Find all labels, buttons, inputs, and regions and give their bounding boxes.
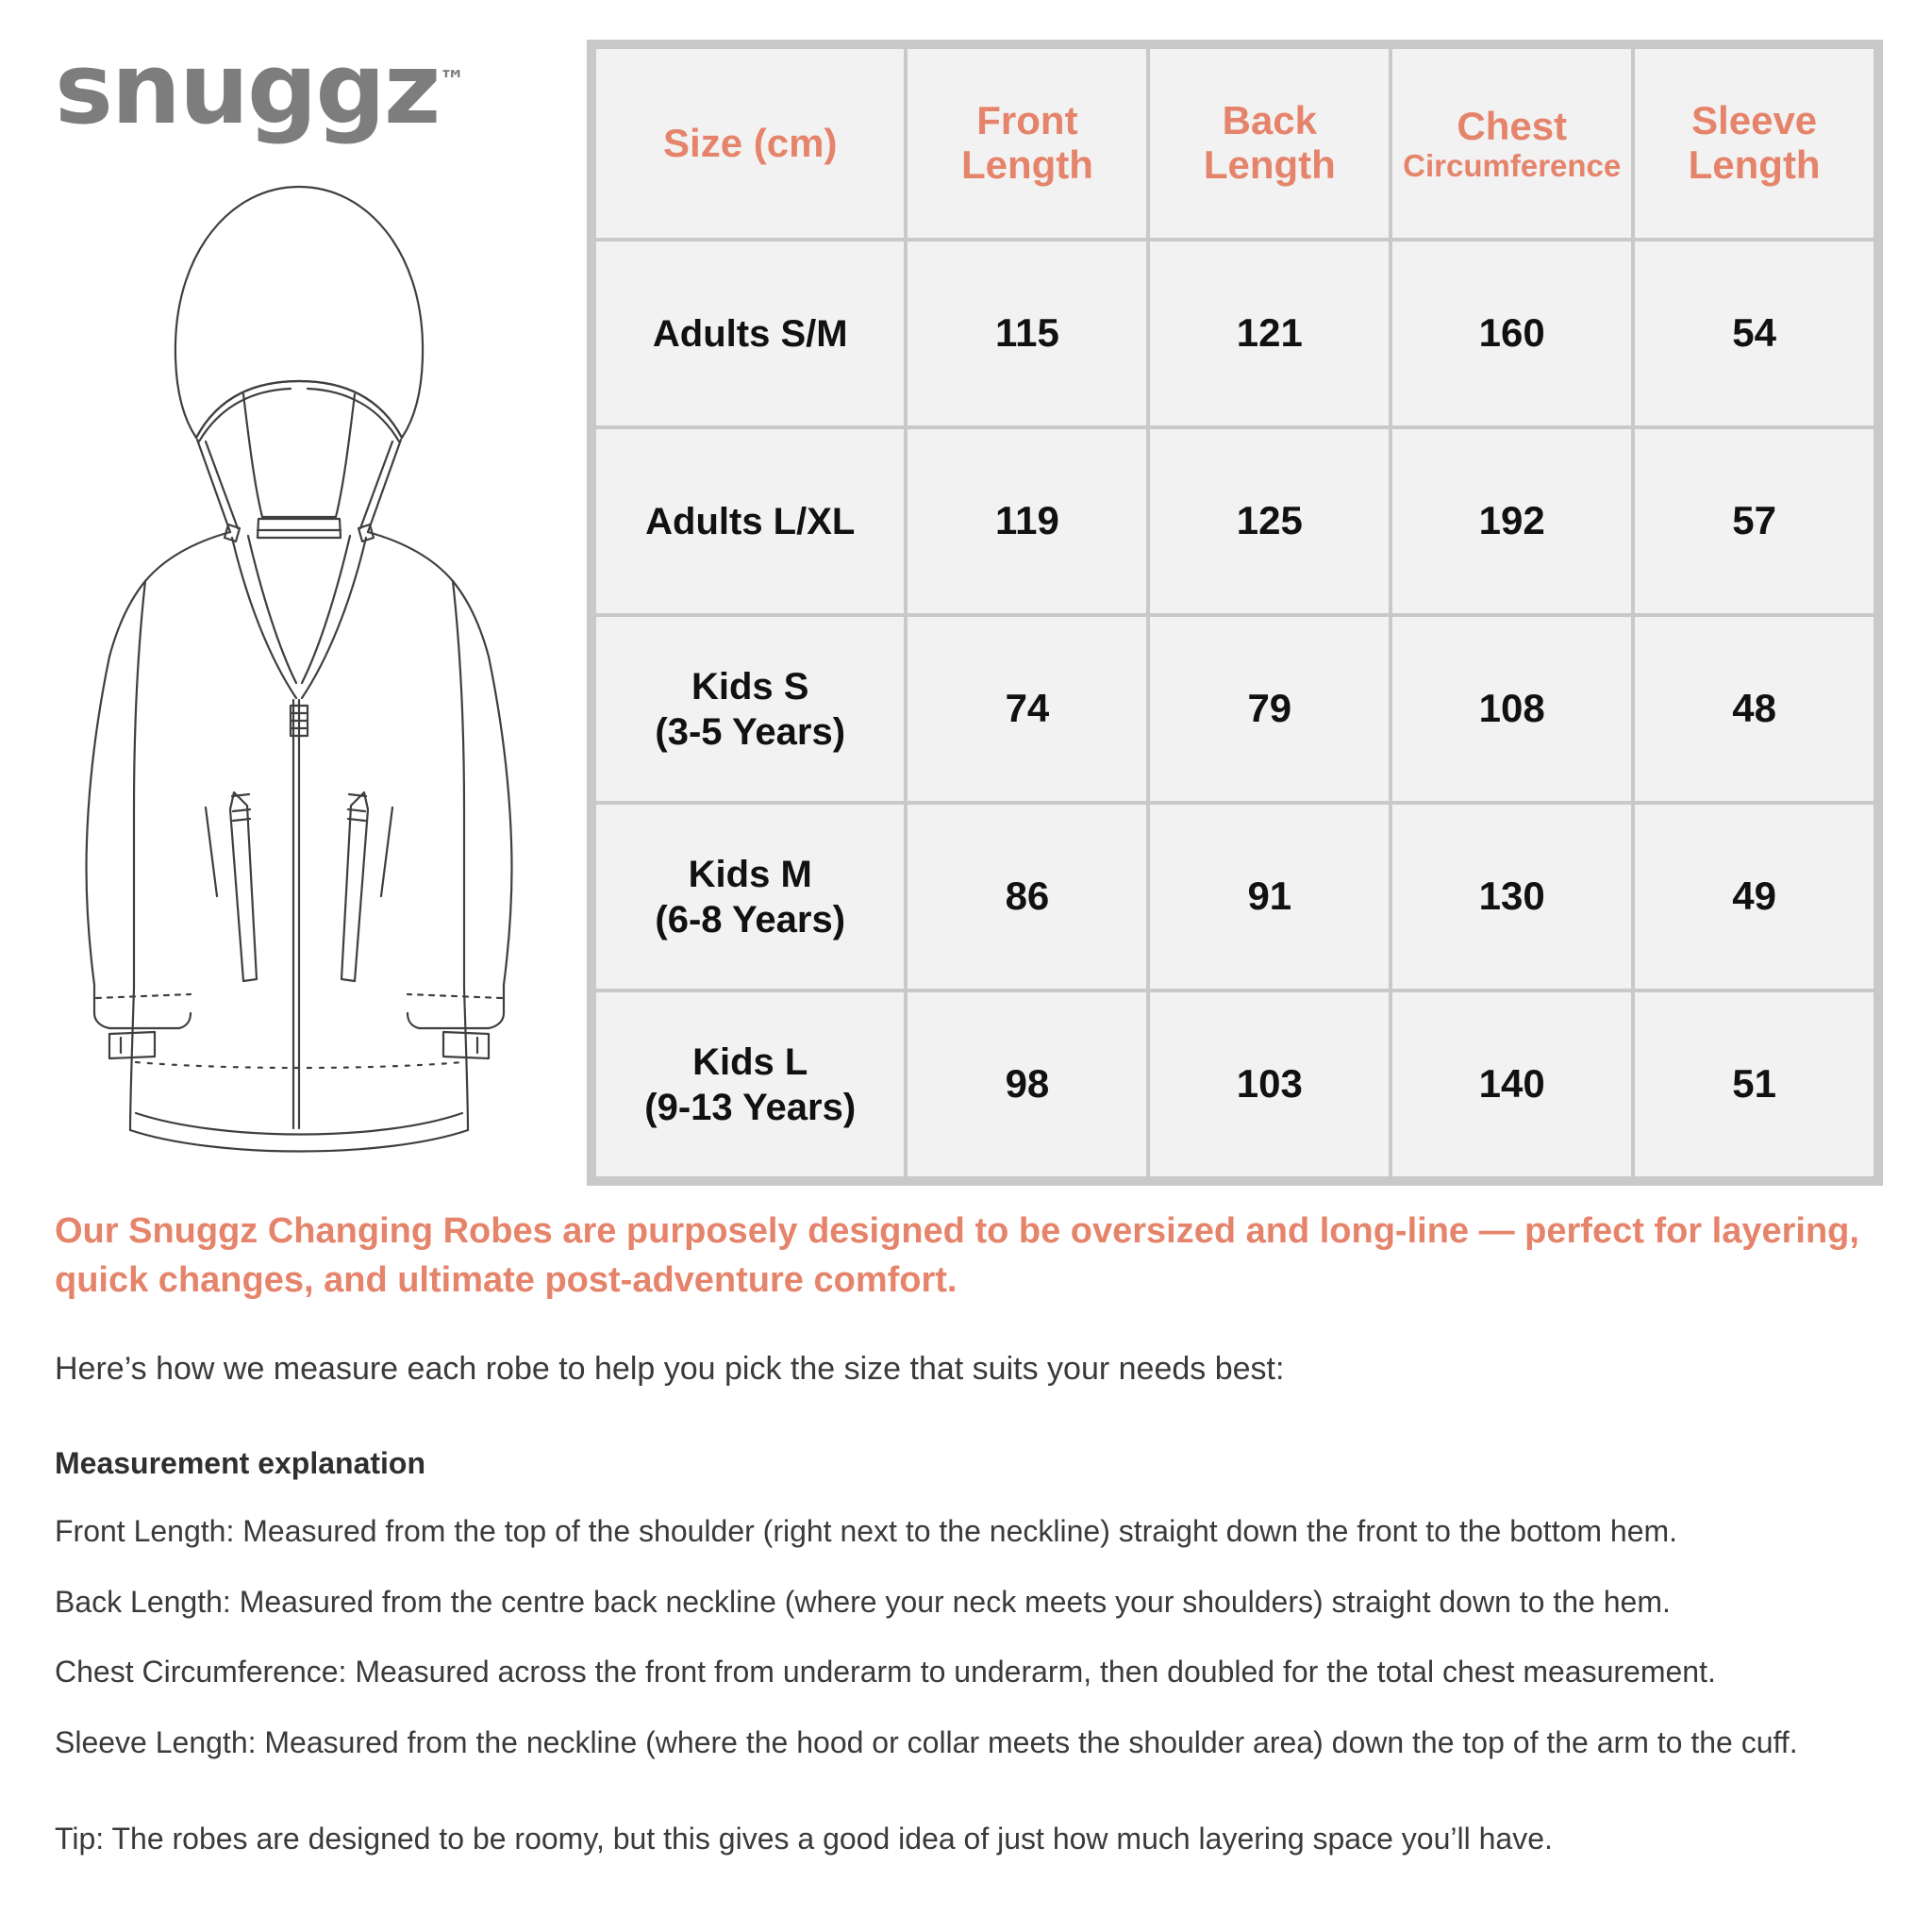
header-front-length-sub: Length — [960, 142, 1093, 188]
cell-size-name: Adults L/XL — [596, 429, 905, 613]
header-sleeve-main: Sleeve — [1691, 98, 1818, 143]
header-back-length: Back Length — [1150, 49, 1390, 238]
cell-sleeve-length: 54 — [1635, 241, 1874, 425]
size-label: Kids M — [688, 853, 812, 895]
size-label: Adults S/M — [652, 312, 848, 355]
size-age-range: (3-5 Years) — [655, 710, 846, 753]
size-label: Kids L — [692, 1040, 808, 1083]
explanation-back-length: Back Length: Measured from the centre ba… — [55, 1584, 1671, 1619]
cell-chest-circumference: 160 — [1392, 241, 1632, 425]
header-back-length-sub: Length — [1203, 142, 1336, 188]
table-row: Adults L/XL 119 125 192 57 — [596, 429, 1874, 613]
header-size-label: Size (cm) — [663, 121, 838, 166]
cell-front-length: 115 — [908, 241, 1147, 425]
intro-paragraph: Here’s how we measure each robe to help … — [55, 1350, 1285, 1387]
header-chest-sub: Circumference — [1403, 147, 1622, 183]
measurement-explanation-heading: Measurement explanation — [55, 1446, 425, 1481]
header-section: snuggz™ — [0, 0, 1932, 1186]
cell-size-name: Kids S (3-5 Years) — [596, 617, 905, 801]
cell-chest-circumference: 130 — [1392, 805, 1632, 989]
explanation-chest-circumference: Chest Circumference: Measured across the… — [55, 1655, 1716, 1690]
table-body: Adults S/M 115 121 160 54 Adults L/XL 11… — [596, 241, 1874, 1176]
cell-chest-circumference: 108 — [1392, 617, 1632, 801]
size-label: Adults L/XL — [645, 500, 856, 542]
cell-size-name: Kids M (6-8 Years) — [596, 805, 905, 989]
cell-front-length: 119 — [908, 429, 1147, 613]
cell-back-length: 103 — [1150, 992, 1390, 1176]
snuggz-logo: snuggz™ — [55, 0, 566, 138]
size-chart-table: Size (cm) Front Length Back Length Chest… — [587, 40, 1884, 1186]
header-size: Size (cm) — [596, 49, 905, 238]
cell-sleeve-length: 51 — [1635, 992, 1874, 1176]
table-row: Kids L (9-13 Years) 98 103 140 51 — [596, 992, 1874, 1176]
cell-back-length: 79 — [1150, 617, 1390, 801]
size-age-range: (9-13 Years) — [644, 1086, 857, 1128]
trademark-symbol: ™ — [439, 64, 466, 96]
header-chest-circumference: Chest Circumference — [1392, 49, 1632, 238]
explanation-front-length: Front Length: Measured from the top of t… — [55, 1514, 1678, 1549]
cell-size-name: Adults S/M — [596, 241, 905, 425]
cell-chest-circumference: 140 — [1392, 992, 1632, 1176]
table-row: Adults S/M 115 121 160 54 — [596, 241, 1874, 425]
brand-and-illustration-column: snuggz™ — [0, 0, 566, 1177]
size-label: Kids S — [691, 665, 809, 707]
header-sleeve-length: Sleeve Length — [1635, 49, 1874, 238]
lede-paragraph: Our Snuggz Changing Robes are purposely … — [55, 1211, 1859, 1301]
changing-robe-illustration — [55, 158, 545, 1177]
tip-paragraph: Tip: The robes are designed to be roomy,… — [55, 1822, 1553, 1856]
cell-chest-circumference: 192 — [1392, 429, 1632, 613]
cell-sleeve-length: 49 — [1635, 805, 1874, 989]
cell-back-length: 121 — [1150, 241, 1390, 425]
cell-front-length: 98 — [908, 992, 1147, 1176]
explanation-sleeve-length: Sleeve Length: Measured from the necklin… — [55, 1724, 1798, 1759]
cell-back-length: 125 — [1150, 429, 1390, 613]
cell-back-length: 91 — [1150, 805, 1390, 989]
cell-size-name: Kids L (9-13 Years) — [596, 992, 905, 1176]
header-front-length: Front Length — [908, 49, 1147, 238]
header-chest-main: Chest — [1457, 103, 1568, 148]
size-table-column: Size (cm) Front Length Back Length Chest… — [566, 0, 1932, 1186]
header-front-length-main: Front — [976, 98, 1078, 143]
size-age-range: (6-8 Years) — [655, 898, 846, 941]
header-sleeve-sub: Length — [1688, 142, 1821, 188]
description-section: Our Snuggz Changing Robes are purposely … — [0, 1207, 1932, 1860]
table-header: Size (cm) Front Length Back Length Chest… — [596, 49, 1874, 238]
header-row: Size (cm) Front Length Back Length Chest… — [596, 49, 1874, 238]
cell-front-length: 74 — [908, 617, 1147, 801]
logo-wordmark: snuggz — [55, 31, 441, 146]
cell-sleeve-length: 48 — [1635, 617, 1874, 801]
cell-front-length: 86 — [908, 805, 1147, 989]
cell-sleeve-length: 57 — [1635, 429, 1874, 613]
header-back-length-main: Back — [1222, 98, 1318, 143]
table-row: Kids M (6-8 Years) 86 91 130 49 — [596, 805, 1874, 989]
table-row: Kids S (3-5 Years) 74 79 108 48 — [596, 617, 1874, 801]
